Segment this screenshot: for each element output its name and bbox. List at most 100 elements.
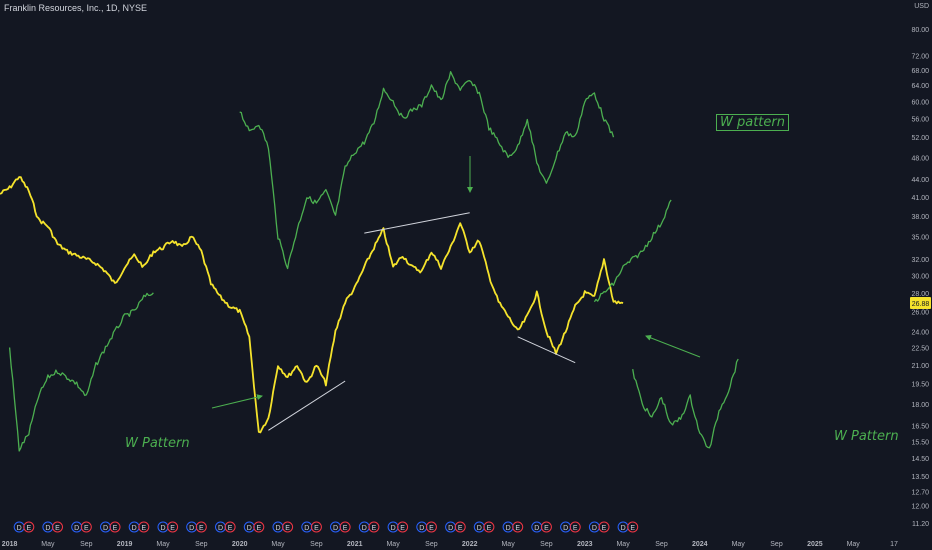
x-tick-label: May: [732, 541, 746, 548]
currency-label: USD: [914, 3, 929, 10]
event-marker-label: D: [391, 525, 396, 532]
event-marker-label: D: [506, 525, 511, 532]
y-tick-label: 56.00: [911, 117, 929, 124]
y-tick-label: 64.00: [911, 83, 929, 90]
event-marker-label: E: [84, 525, 89, 532]
x-tick-label: 2024: [692, 541, 708, 548]
event-marker-label: D: [333, 525, 338, 532]
event-marker-label: E: [400, 525, 405, 532]
x-tick-label: May: [41, 541, 55, 548]
event-marker-label: D: [45, 525, 50, 532]
earnings-marker: [627, 521, 639, 533]
y-tick-label: 30.00: [911, 273, 929, 280]
x-tick-label: Sep: [310, 541, 323, 548]
y-tick-label: 24.00: [911, 330, 929, 337]
earnings-marker: [368, 521, 380, 533]
projection-line-1: [8, 292, 154, 452]
x-tick-label: Sep: [540, 541, 553, 548]
x-tick-label: 2022: [462, 541, 478, 548]
event-marker-label: D: [218, 525, 223, 532]
arrow-left: [211, 394, 263, 409]
earnings-marker: [598, 521, 610, 533]
event-marker-label: E: [429, 525, 434, 532]
x-tick-label: Sep: [655, 541, 668, 548]
x-tick-label: Sep: [770, 541, 783, 548]
event-marker-label: E: [141, 525, 146, 532]
y-tick-label: 26.00: [911, 309, 929, 316]
price-series-line: [0, 176, 624, 434]
x-tick-label: 2021: [347, 541, 363, 548]
event-marker-label: E: [285, 525, 290, 532]
x-tick-label: May: [847, 541, 861, 548]
current-price-badge: [910, 297, 931, 309]
x-tick-label: 17: [890, 541, 898, 548]
y-tick-label: 52.00: [911, 135, 929, 142]
x-tick-label: May: [156, 541, 170, 548]
y-tick-label: 19.50: [911, 382, 929, 389]
symbol-title: Franklin Resources, Inc., 1D, NYSE: [4, 3, 148, 13]
y-tick-label: 16.50: [911, 424, 929, 431]
event-marker-label: D: [17, 525, 22, 532]
projection-line-2: [239, 71, 615, 270]
earnings-marker: [224, 521, 236, 533]
earnings-marker: [282, 521, 294, 533]
y-tick-label: 44.00: [911, 177, 929, 184]
x-tick-label: 2020: [232, 541, 248, 548]
event-marker-label: E: [544, 525, 549, 532]
event-marker-label: D: [103, 525, 108, 532]
event-marker-label: D: [563, 525, 568, 532]
y-tick-label: 80.00: [911, 27, 929, 34]
trend-line-0: [268, 380, 346, 431]
event-marker-label: E: [573, 525, 578, 532]
x-tick-label: May: [501, 541, 515, 548]
x-tick-label: 2019: [117, 541, 133, 548]
y-tick-label: 60.00: [911, 99, 929, 106]
earnings-marker: [454, 521, 466, 533]
event-marker-label: E: [602, 525, 607, 532]
event-marker-label: D: [247, 525, 252, 532]
earnings-marker: [397, 521, 409, 533]
y-tick-label: 48.00: [911, 155, 929, 162]
annotation-w-pattern-left: W Pattern: [125, 436, 190, 451]
event-marker-label: D: [275, 525, 280, 532]
x-tick-label: 2023: [577, 541, 593, 548]
y-tick-label: 72.00: [911, 54, 929, 61]
event-marker-label: E: [228, 525, 233, 532]
earnings-marker: [52, 521, 63, 533]
event-marker-label: E: [113, 525, 118, 532]
dividend-marker: [243, 521, 255, 533]
earnings-marker: [569, 521, 581, 533]
earnings-marker: [109, 521, 121, 533]
y-tick-label: 68.00: [911, 68, 929, 75]
earnings-marker: [253, 521, 265, 533]
event-marker-label: E: [55, 525, 60, 532]
y-tick-label: 18.00: [911, 402, 929, 409]
y-tick-label: 38.00: [911, 214, 929, 221]
y-tick-label: 15.50: [911, 439, 929, 446]
y-tick-label: 11.20: [912, 521, 929, 528]
earnings-marker: [339, 521, 351, 533]
event-marker-label: D: [132, 525, 137, 532]
event-marker-label: D: [477, 525, 482, 532]
earnings-marker: [195, 521, 207, 533]
event-marker-label: D: [362, 525, 367, 532]
trend-line-1: [364, 212, 470, 234]
event-marker-label: D: [160, 525, 165, 532]
current-price-label: 26.88: [912, 301, 930, 308]
event-marker-label: D: [534, 525, 539, 532]
event-marker-label: E: [515, 525, 520, 532]
y-tick-label: 12.70: [911, 489, 929, 496]
y-tick-label: 41.00: [911, 195, 929, 202]
earnings-marker: [310, 521, 322, 533]
event-marker-label: E: [458, 525, 463, 532]
event-marker-label: E: [170, 525, 175, 532]
x-tick-label: May: [616, 541, 630, 548]
event-marker-label: D: [189, 525, 194, 532]
x-tick-label: 2025: [807, 541, 823, 548]
event-marker-label: D: [448, 525, 453, 532]
arrow-right: [645, 335, 701, 358]
x-tick-label: Sep: [195, 541, 208, 548]
x-tick-label: Sep: [425, 541, 438, 548]
annotation-w-pattern-right: W Pattern: [834, 429, 899, 444]
